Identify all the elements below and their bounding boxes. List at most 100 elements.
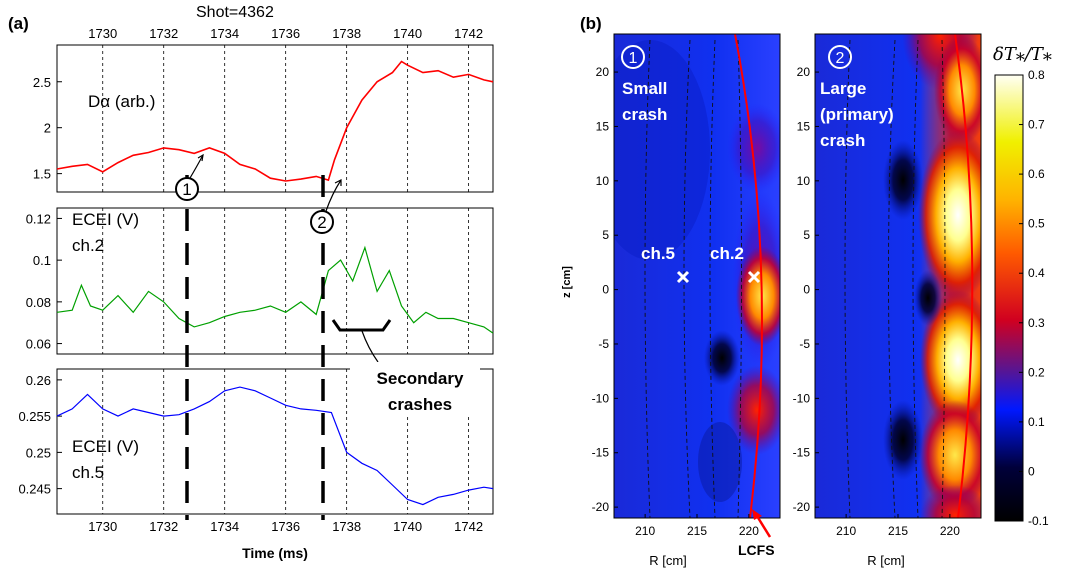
colorbar-tick-label: 0.5: [1028, 217, 1045, 231]
dalpha-line: [56, 60, 494, 182]
ch2-label: ch.2: [710, 244, 744, 263]
colorbar-tick-label: 0.7: [1028, 118, 1045, 132]
xtick-label-top: 1734: [210, 26, 239, 41]
z-tick-label: -10: [793, 391, 811, 405]
panel-b-xlabel-2: R [cm]: [867, 553, 905, 568]
marker-2-arrowhead: [334, 179, 342, 186]
lcfs-arrowhead: [752, 509, 762, 520]
z-tick-label: -5: [799, 337, 810, 351]
r-tick-label: 215: [888, 524, 908, 538]
image-1-title-line-2: crash: [622, 105, 667, 124]
r-tick-label: 220: [739, 524, 759, 538]
panel-a-label: (a): [8, 14, 29, 33]
ch5-ylabel: ECEI (V): [72, 437, 139, 456]
ch2-position-marker: [747, 270, 761, 284]
marker-2-number: 2: [317, 213, 326, 232]
colorbar-title: δT⁎/T⁎: [993, 44, 1052, 65]
image-2-title-line-3: crash: [820, 131, 865, 150]
ytick-label: 1.5: [33, 167, 51, 182]
z-tick-label: 0: [803, 283, 810, 297]
subplot-ch2-frame: [56, 207, 494, 355]
xtick-label-top: 1736: [271, 26, 300, 41]
secondary-crashes-pointer: [361, 330, 379, 363]
z-tick-label: -20: [793, 500, 811, 514]
z-tick-label: -10: [592, 391, 610, 405]
r-tick-label: 210: [635, 524, 655, 538]
panel-b-ticks: -20 -15 -10 -5 0 5 10 15 20 210 215 220 -20 -15 -10 -5 0…: [592, 65, 961, 538]
secondary-crashes-bracket: [331, 319, 392, 332]
xtick-label-top: 1740: [393, 26, 422, 41]
colorbar-tick-label: 0.8: [1028, 68, 1045, 82]
vertical-gridlines: [102, 45, 470, 514]
image-1-number-badge: 1: [621, 45, 645, 69]
z-tick-label: 15: [797, 119, 811, 133]
z-tick-label: 20: [797, 65, 811, 79]
z-tick-label: 5: [602, 228, 609, 242]
xtick-label-top: 1732: [149, 26, 178, 41]
colorbar-tick-label: 0.1: [1028, 415, 1045, 429]
ytick-label: 0.255: [18, 409, 51, 424]
ytick-label: 0.06: [26, 337, 51, 352]
secondary-label-line-1: Secondary: [377, 369, 464, 388]
xtick-label-top: 1738: [332, 26, 361, 41]
colorbar: [994, 74, 1024, 522]
marker-1-number: 1: [182, 180, 191, 199]
heatmap-large-crash: [815, 34, 981, 518]
ytick-label: 0.245: [18, 482, 51, 497]
secondary-label-background: [350, 362, 480, 416]
colorbar-tick-label: 0: [1028, 464, 1035, 478]
panel-b-xlabel-1: R [cm]: [649, 553, 687, 568]
image-2-number: 2: [836, 50, 845, 67]
ytick-label: 0.08: [26, 295, 51, 310]
ytick-label: 0.26: [26, 373, 51, 388]
colorbar-tick-label: 0.2: [1028, 365, 1045, 379]
lcfs-curve-2: [954, 34, 974, 518]
ch5-channel-label: ch.5: [72, 463, 104, 482]
z-tick-label: 10: [797, 174, 811, 188]
ch5-line: [56, 386, 494, 506]
panel-b-ylabel: z [cm]: [561, 266, 573, 298]
heatmap-small-crash: [614, 34, 780, 518]
xtick-label-top: 1742: [454, 26, 483, 41]
ch5-label: ch.5: [641, 244, 675, 263]
ch2-channel-label: ch.2: [72, 236, 104, 255]
image-2-title-line-2: (primary): [820, 105, 894, 124]
xtick-label-bottom: 1738: [332, 519, 361, 534]
marker-1: 1: [175, 177, 199, 201]
ytick-label: 2.5: [33, 75, 51, 90]
subplot-dalpha-frame: [56, 44, 494, 193]
z-tick-label: 15: [596, 119, 610, 133]
dalpha-label: Dα (arb.): [88, 92, 155, 111]
ch5-position-marker: [676, 270, 690, 284]
panel-a-xlabel: Time (ms): [242, 545, 308, 561]
image-1-number: 1: [629, 50, 638, 67]
ytick-label: 0.1: [33, 253, 51, 268]
r-tick-label: 210: [836, 524, 856, 538]
marker-1-arrowhead: [197, 153, 204, 162]
colorbar-ticks: -0.1 0 0.1 0.2 0.3 0.4 0.5 0.6 0.7 0.8: [1019, 68, 1049, 528]
ch2-ylabel: ECEI (V): [72, 210, 139, 229]
colorbar-tick-label: 0.6: [1028, 167, 1045, 181]
colorbar-tick-label: 0.3: [1028, 316, 1045, 330]
marker-2: 2: [310, 210, 334, 234]
colorbar-tick-label: 0.4: [1028, 266, 1045, 280]
r-tick-label: 220: [940, 524, 960, 538]
secondary-label-line-2: crashes: [388, 395, 452, 414]
ytick-label: 2: [44, 121, 51, 136]
z-tick-label: -20: [592, 500, 610, 514]
panel-a-ticks: 1.5 2 2.5 0.06 0.08 0.1 0.12 0.245 0.25 0.255 0.26…: [18, 26, 483, 534]
image-1-title-line-1: Small: [622, 79, 667, 98]
z-tick-label: 0: [602, 283, 609, 297]
xtick-label-bottom: 1742: [454, 519, 483, 534]
ytick-label: 0.12: [26, 211, 51, 226]
z-tick-label: -5: [598, 337, 609, 351]
ch2-line: [56, 245, 494, 334]
xtick-label-top: 1730: [88, 26, 117, 41]
z-tick-label: -15: [592, 446, 610, 460]
r-tick-label: 215: [687, 524, 707, 538]
ytick-label: 0.25: [26, 445, 51, 460]
z-tick-label: 5: [803, 228, 810, 242]
xtick-label-bottom: 1732: [149, 519, 178, 534]
xtick-label-bottom: 1736: [271, 519, 300, 534]
